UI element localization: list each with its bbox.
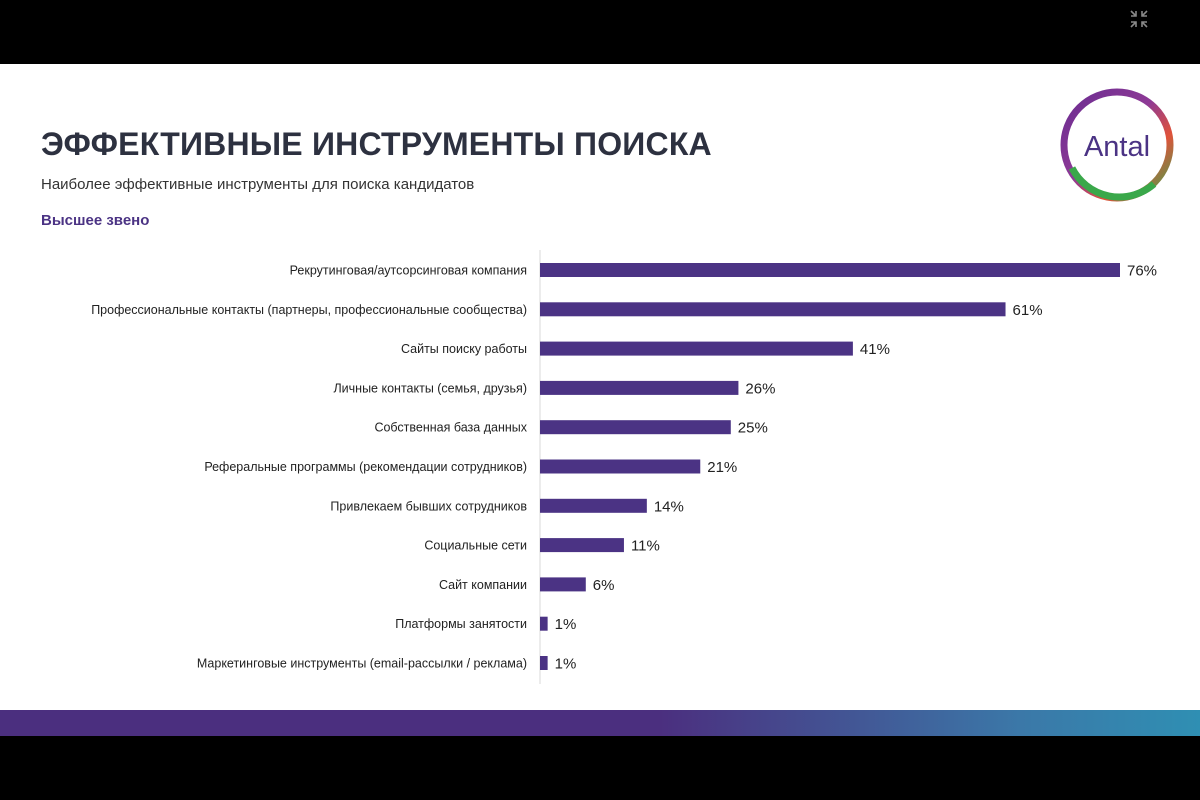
bar <box>540 380 739 395</box>
value-label: 11% <box>631 538 660 555</box>
category-label: Привлекаем бывших сотрудников <box>330 499 527 513</box>
category-label: Собственная база данных <box>374 421 527 435</box>
value-label: 76% <box>1127 263 1157 280</box>
bar <box>540 577 586 592</box>
category-label: Сайт компании <box>439 578 527 592</box>
category-label: Реферальные программы (рекомендации сотр… <box>204 460 527 474</box>
value-label: 1% <box>555 616 577 633</box>
category-label: Платформы занятости <box>395 617 527 631</box>
value-label: 1% <box>555 656 577 673</box>
exit-fullscreen-icon[interactable] <box>1128 8 1150 30</box>
value-label: 14% <box>654 498 684 515</box>
category-label: Рекрутинговая/аутсорсинговая компания <box>290 264 527 278</box>
value-label: 61% <box>1013 302 1043 319</box>
presentation-slide: ЭФФЕКТИВНЫЕ ИНСТРУМЕНТЫ ПОИСКА Наиболее … <box>0 64 1200 710</box>
value-label: 26% <box>745 380 775 397</box>
value-label: 6% <box>593 577 615 594</box>
logo-text: Antal <box>1084 131 1150 163</box>
value-label: 25% <box>738 420 768 437</box>
slide-title: ЭФФЕКТИВНЫЕ ИНСТРУМЕНТЫ ПОИСКА <box>41 126 712 162</box>
bar <box>540 420 731 435</box>
category-label: Профессиональные контакты (партнеры, про… <box>91 303 527 317</box>
value-label: 41% <box>860 341 890 358</box>
bar-chart: Рекрутинговая/аутсорсинговая компания 76%… <box>91 250 1157 684</box>
value-label: 21% <box>707 459 737 476</box>
category-label: Маркетинговые инструменты (email-рассылк… <box>197 657 527 671</box>
bar <box>540 302 1006 317</box>
slide-subtitle: Наиболее эффективные инструменты для пои… <box>41 176 475 193</box>
section-label: Высшее звено <box>41 212 150 229</box>
bottom-gradient-band <box>0 710 1200 736</box>
top-black-bar <box>0 0 1200 64</box>
bar <box>540 538 624 553</box>
bar <box>540 263 1120 277</box>
category-label: Социальные сети <box>424 539 527 553</box>
bar <box>540 656 548 670</box>
category-label: Личные контакты (семья, друзья) <box>333 381 527 395</box>
category-label: Сайты поиску работы <box>401 342 527 356</box>
bar <box>540 498 647 513</box>
antal-logo: Antal <box>1060 88 1174 202</box>
bottom-black-bar <box>0 736 1200 800</box>
bar <box>540 459 701 474</box>
bar <box>540 616 548 631</box>
bar <box>540 341 853 356</box>
